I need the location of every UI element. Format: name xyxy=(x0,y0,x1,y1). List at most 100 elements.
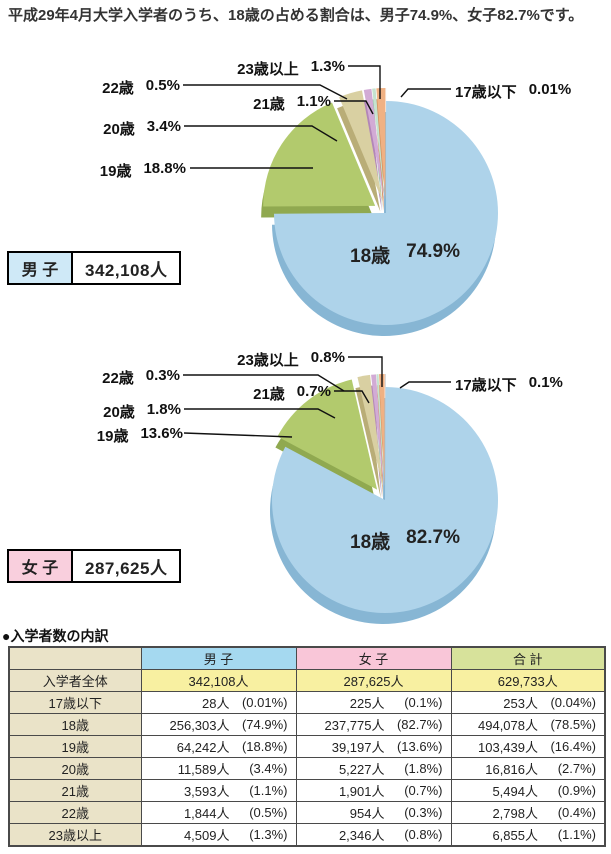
pie-female-slices xyxy=(269,373,498,624)
table-cell: 1,901人 (0.7%) xyxy=(295,779,452,802)
table-row: 20歳 11,589人 (3.4%) 5,227人 (1.8%) 16,816人 (2.7%… xyxy=(8,757,606,780)
main-slice-label: 18歳 xyxy=(350,246,391,267)
pie-slice-23歳以上 xyxy=(379,374,385,488)
pie-slice-21歳 xyxy=(371,374,384,488)
callout-pct: 0.1% xyxy=(528,374,563,391)
row-label: 21歳 xyxy=(8,779,142,802)
callout-female-19: 19歳 13.6% xyxy=(97,425,183,446)
callout-pct: 1.1% xyxy=(296,93,331,110)
male-total-box: 男 子 342,108人 xyxy=(7,251,182,285)
table-cell: 287,625人 xyxy=(295,669,452,692)
callout-label: 22歳 xyxy=(102,370,134,387)
callout-pct: 0.7% xyxy=(296,383,331,400)
table-cell: 342,108人 xyxy=(140,669,297,692)
table-cell: 3,593人 (1.1%) xyxy=(140,779,297,802)
callout-male-21: 21歳 1.1% xyxy=(253,93,331,114)
row-label: 入学者全体 xyxy=(8,669,142,692)
column-header: 男 子 xyxy=(140,646,297,670)
pie-slice-22歳 xyxy=(376,374,385,488)
pie-slice-21歳 xyxy=(363,88,385,201)
callout-pct: 1.8% xyxy=(146,401,181,418)
row-label: 19歳 xyxy=(8,735,142,758)
callout-male-23plus: 23歳以上 1.3% xyxy=(237,58,345,79)
callout-label: 20歳 xyxy=(103,121,135,138)
table-cell: 5,494人 (0.9%) xyxy=(450,779,606,802)
pie-slice-23歳以上 xyxy=(376,88,386,201)
callout-label: 22歳 xyxy=(102,80,134,97)
row-label: 22歳 xyxy=(8,801,142,824)
table-cell: 4,509人 (1.3%) xyxy=(140,823,297,847)
callout-pct: 0.5% xyxy=(145,77,180,94)
table-cell: 225人 (0.1%) xyxy=(295,691,452,714)
callout-label: 23歳以上 xyxy=(237,61,299,78)
callout-female-21: 21歳 0.7% xyxy=(253,383,331,404)
pie-male-main-label: 18歳 74.9% xyxy=(350,241,460,268)
callout-label: 19歳 xyxy=(96,428,129,445)
pie-slice-18歳 xyxy=(274,101,498,325)
female-total-value: 287,625人 xyxy=(85,558,168,578)
table-cell: 11,589人 (3.4%) xyxy=(140,757,297,780)
table-cell: 954人 (0.3%) xyxy=(295,801,452,824)
table-cell: 5,227人 (1.8%) xyxy=(295,757,452,780)
table-cell: 1,844人 (0.5%) xyxy=(140,801,297,824)
female-tag: 女 子 xyxy=(9,551,73,581)
pie-slice-18歳 xyxy=(271,387,498,613)
table-cell: 253人 (0.04%) xyxy=(450,691,606,714)
callout-female-20: 20歳 1.8% xyxy=(103,401,181,422)
pie-female-main-label: 18歳 82.7% xyxy=(350,527,460,554)
column-header: 女 子 xyxy=(295,646,452,670)
row-label: 17歳以下 xyxy=(8,691,142,714)
table-row: 18歳 256,303人 (74.9%) 237,775人 (82.7%) 494,078… xyxy=(8,713,606,736)
table-cell: 2,798人 (0.4%) xyxy=(450,801,606,824)
table-cell: 16,816人 (2.7%) xyxy=(450,757,606,780)
table-cell: 237,775人 (82.7%) xyxy=(295,713,452,736)
pie-slice-19歳 xyxy=(263,102,376,207)
pie-slice-21歳 xyxy=(369,385,382,499)
callout-male-19: 19歳 18.8% xyxy=(100,160,186,181)
pie-slice-23歳以上 xyxy=(377,385,383,499)
leader-lines xyxy=(183,65,451,169)
pie-slice-20歳 xyxy=(337,101,381,212)
callout-male-17under: 17歳以下 0.01% xyxy=(455,81,571,102)
row-label: 18歳 xyxy=(8,713,142,736)
main-slice-pct: 74.9% xyxy=(406,241,461,262)
entrants-table: 男 子女 子合 計入学者全体 342,108人 287,625人 629,733人 17… xyxy=(8,646,606,847)
pie-slice-23歳以上 xyxy=(374,99,384,212)
callout-pct: 3.4% xyxy=(146,118,181,135)
callout-pct: 0.3% xyxy=(145,367,180,384)
pie-slice-22歳 xyxy=(370,99,383,212)
callout-pct: 1.3% xyxy=(310,58,345,75)
pie-slice-17歳以下 xyxy=(383,384,384,499)
pie-slice-21歳 xyxy=(361,99,383,212)
table-row: 19歳 64,242人 (18.8%) 39,197人 (13.6%) 103,439人(… xyxy=(8,735,606,758)
pie-slice-17歳以下 xyxy=(385,373,386,488)
table-cell: 28人 (0.01%) xyxy=(140,691,297,714)
callout-female-22: 22歳 0.3% xyxy=(102,367,180,388)
pie-slice-20歳 xyxy=(355,385,381,499)
entrants-table-body: 男 子女 子合 計入学者全体 342,108人 287,625人 629,733人 17… xyxy=(8,646,606,847)
callout-pct: 18.8% xyxy=(143,160,186,177)
callout-female-17under: 17歳以下 0.1% xyxy=(455,374,563,395)
pie-slice-20歳 xyxy=(339,90,383,201)
callout-pct: 0.8% xyxy=(310,349,345,366)
table-cell: 629,733人 xyxy=(450,669,606,692)
pie-slice-19歳 xyxy=(275,390,376,501)
pie-slice-22歳 xyxy=(374,385,383,499)
callout-label: 21歳 xyxy=(253,386,285,403)
callout-label: 21歳 xyxy=(253,96,285,113)
page-title: 平成29年4月大学入学者のうち、18歳の占める割合は、男子74.9%、女子82.… xyxy=(8,7,584,24)
table-cell: 494,078人 (78.5%) xyxy=(450,713,606,736)
table-row: 17歳以下 28人 (0.01%) 225人 (0.1%) 253人 (0.04%) xyxy=(8,691,606,714)
male-tag: 男 子 xyxy=(9,253,73,283)
table-row-total: 入学者全体 342,108人 287,625人 629,733人 xyxy=(8,669,606,692)
column-header: 合 計 xyxy=(450,646,606,670)
table-cell: 103,439人 (16.4%) xyxy=(450,735,606,758)
callout-pct: 0.01% xyxy=(528,81,572,98)
callout-label: 17歳以下 xyxy=(455,377,517,394)
table-row: 23歳以上 4,509人 (1.3%) 2,346人 (0.8%) 6,855人 (1.1%… xyxy=(8,823,606,847)
table-cell: 2,346人 (0.8%) xyxy=(295,823,452,847)
pie-slice-19歳 xyxy=(261,113,374,218)
callout-pct: 13.6% xyxy=(140,425,183,442)
callout-label: 19歳 xyxy=(99,163,132,180)
